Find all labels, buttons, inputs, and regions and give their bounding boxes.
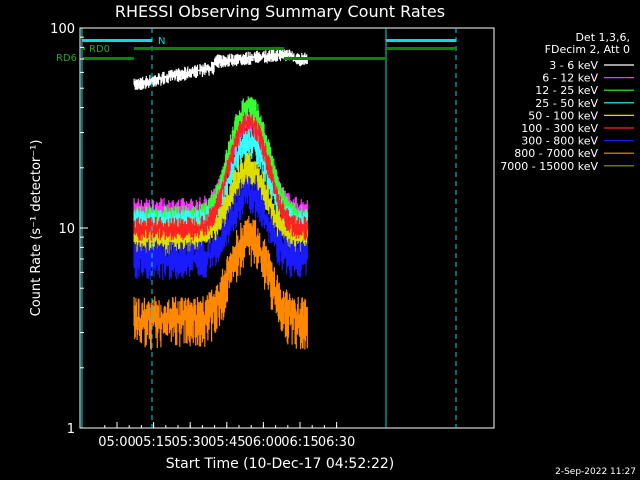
rd0-label: RD0 xyxy=(89,44,110,55)
x-tick-label-2: 05:30 xyxy=(171,435,208,450)
series-0-trace xyxy=(133,49,308,90)
x-tick-label-0: 05:00 xyxy=(98,435,135,450)
rd6-bar xyxy=(284,57,386,60)
legend-label-3: 25 - 50 keV xyxy=(535,97,598,110)
chart-title: RHESSI Observing Summary Count Rates xyxy=(115,2,445,21)
rd6-label: RD6 xyxy=(56,53,77,64)
legend-label-5: 100 - 300 keV xyxy=(521,122,598,135)
plot-area: N RD0 RD6 xyxy=(56,27,495,429)
series-7-trace xyxy=(133,215,308,351)
y-tick-label-1: 10 xyxy=(58,222,75,237)
legend-label-4: 50 - 100 keV xyxy=(528,109,598,122)
x-tick-label-3: 05:45 xyxy=(208,435,245,450)
x-tick-label-5: 06:15 xyxy=(281,435,318,450)
series-6-trace xyxy=(133,176,308,281)
rd-marker xyxy=(82,47,85,50)
legend-label-8: 7000 - 15000 keV xyxy=(500,160,598,173)
night-bar xyxy=(386,39,456,42)
series-traces xyxy=(133,49,308,351)
legend-label-7: 800 - 7000 keV xyxy=(514,147,598,160)
x-axis-label: Start Time (10-Dec-17 04:52:22) xyxy=(166,456,394,472)
legend-label-1: 6 - 12 keV xyxy=(542,72,598,85)
series-5-trace xyxy=(133,112,308,241)
night-bar xyxy=(82,39,152,42)
y-axis-label: Count Rate (s⁻¹ detector⁻¹) xyxy=(29,140,44,317)
x-tick-label-1: 05:15 xyxy=(135,435,172,450)
x-tick-label-4: 06:00 xyxy=(245,435,282,450)
rd0-bar xyxy=(134,47,284,50)
legend-header-1: Det 1,3,6, xyxy=(575,31,630,44)
legend-header-2: FDecim 2, Att 0 xyxy=(545,43,630,56)
rd6-bar xyxy=(82,57,134,60)
x-axis: 05:00 05:15 05:30 05:45 06:00 06:15 06:30 xyxy=(98,422,355,450)
y-axis: 1 10 100 xyxy=(50,22,88,437)
plot-timestamp: 2-Sep-2022 11:27 xyxy=(555,467,636,477)
y-tick-label-2: 100 xyxy=(50,22,75,37)
rd0-bar xyxy=(386,47,456,50)
legend-label-2: 12 - 25 keV xyxy=(535,84,598,97)
legend-label-6: 300 - 800 keV xyxy=(521,135,598,148)
y-tick-label-0: 1 xyxy=(67,422,75,437)
x-tick-label-6: 06:30 xyxy=(318,435,355,450)
legend-label-0: 3 - 6 keV xyxy=(549,59,598,72)
night-label: N xyxy=(158,36,165,47)
